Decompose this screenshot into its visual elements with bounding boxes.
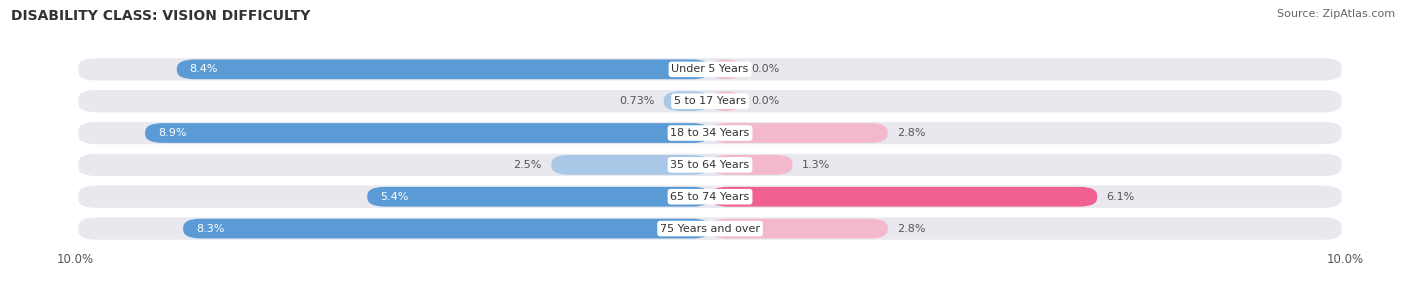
FancyBboxPatch shape	[710, 123, 887, 143]
Text: 65 to 74 Years: 65 to 74 Years	[671, 192, 749, 202]
Text: 2.8%: 2.8%	[897, 128, 925, 138]
Text: Source: ZipAtlas.com: Source: ZipAtlas.com	[1277, 9, 1395, 19]
Text: DISABILITY CLASS: VISION DIFFICULTY: DISABILITY CLASS: VISION DIFFICULTY	[11, 9, 311, 23]
FancyBboxPatch shape	[177, 60, 710, 79]
FancyBboxPatch shape	[367, 187, 710, 207]
FancyBboxPatch shape	[79, 90, 1341, 112]
Text: 6.1%: 6.1%	[1107, 192, 1135, 202]
Text: 8.3%: 8.3%	[195, 223, 225, 233]
FancyBboxPatch shape	[183, 219, 710, 238]
FancyBboxPatch shape	[79, 217, 1341, 240]
Text: 0.0%: 0.0%	[751, 64, 779, 74]
Text: 35 to 64 Years: 35 to 64 Years	[671, 160, 749, 170]
Text: 75 Years and over: 75 Years and over	[659, 223, 761, 233]
Text: 0.0%: 0.0%	[751, 96, 779, 106]
FancyBboxPatch shape	[79, 58, 1341, 81]
Text: 2.5%: 2.5%	[513, 160, 541, 170]
Text: 18 to 34 Years: 18 to 34 Years	[671, 128, 749, 138]
FancyBboxPatch shape	[710, 60, 742, 79]
FancyBboxPatch shape	[79, 154, 1341, 176]
FancyBboxPatch shape	[551, 155, 710, 175]
Text: 8.4%: 8.4%	[190, 64, 218, 74]
Text: 5.4%: 5.4%	[380, 192, 408, 202]
FancyBboxPatch shape	[710, 187, 1097, 207]
FancyBboxPatch shape	[79, 122, 1341, 144]
FancyBboxPatch shape	[664, 91, 710, 111]
Text: 8.9%: 8.9%	[157, 128, 187, 138]
FancyBboxPatch shape	[710, 91, 742, 111]
Text: 1.3%: 1.3%	[801, 160, 831, 170]
Text: 0.73%: 0.73%	[619, 96, 654, 106]
FancyBboxPatch shape	[145, 123, 710, 143]
Text: 5 to 17 Years: 5 to 17 Years	[673, 96, 747, 106]
FancyBboxPatch shape	[79, 185, 1341, 208]
Text: Under 5 Years: Under 5 Years	[672, 64, 748, 74]
FancyBboxPatch shape	[710, 155, 793, 175]
FancyBboxPatch shape	[710, 219, 887, 238]
Text: 2.8%: 2.8%	[897, 223, 925, 233]
